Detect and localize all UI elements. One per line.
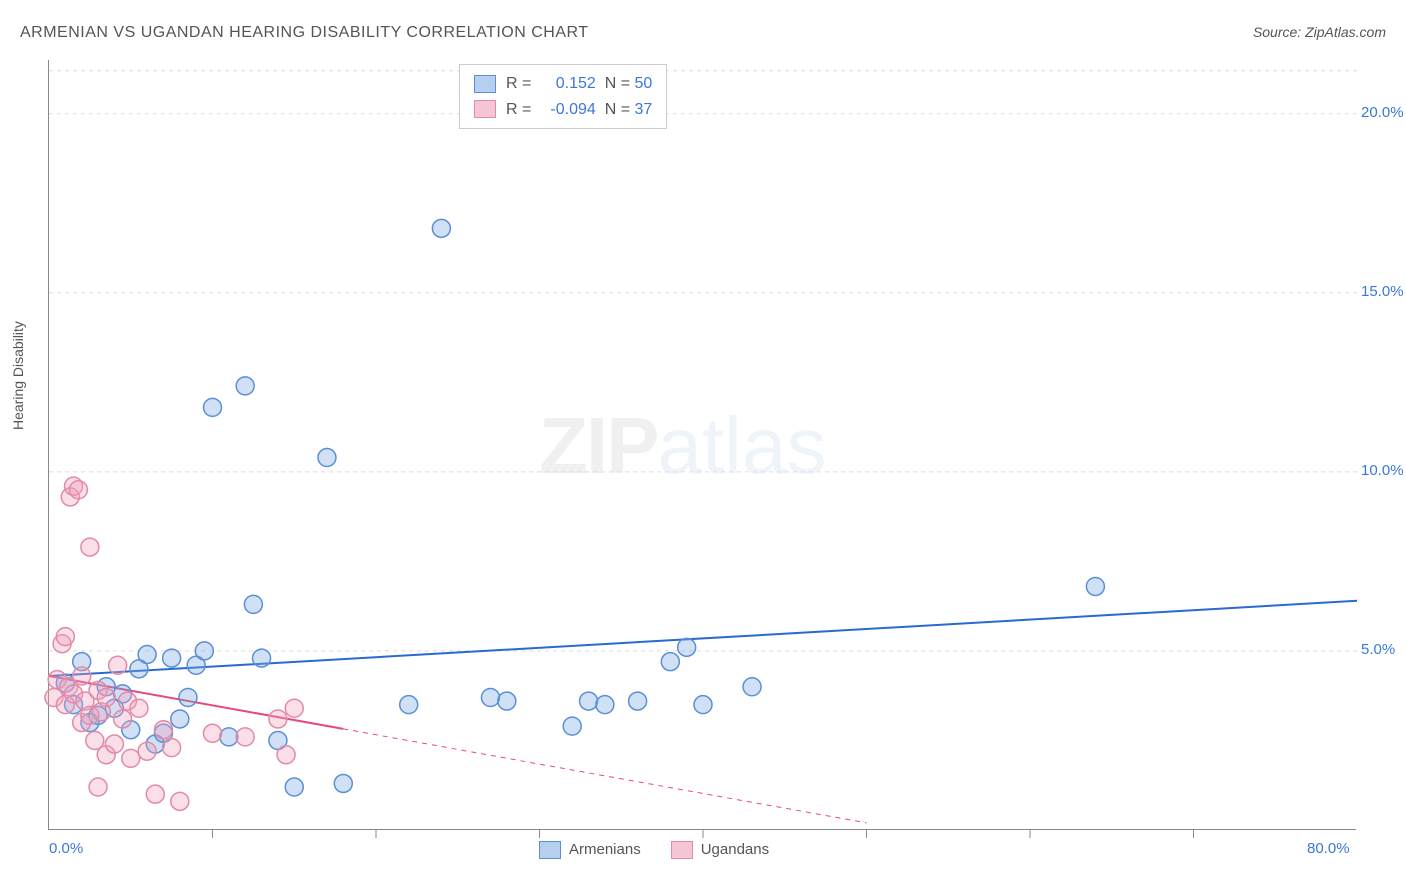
legend-swatch bbox=[474, 100, 496, 118]
r-label: R = -0.094 N = 37 bbox=[506, 97, 652, 123]
legend-swatch bbox=[474, 75, 496, 93]
chart-plot-area: ZIPatlas 5.0%10.0%15.0%20.0% 0.0%80.0% R… bbox=[48, 60, 1356, 830]
y-tick-label: 10.0% bbox=[1361, 462, 1406, 479]
source-attribution: Source: ZipAtlas.com bbox=[1253, 24, 1386, 40]
series-legend-label: Armenians bbox=[569, 841, 641, 858]
y-tick-label: 5.0% bbox=[1361, 641, 1406, 658]
x-tick-label: 80.0% bbox=[1307, 840, 1350, 857]
y-tick-label: 15.0% bbox=[1361, 283, 1406, 300]
legend-swatch bbox=[539, 841, 561, 859]
chart-title: ARMENIAN VS UGANDAN HEARING DISABILITY C… bbox=[20, 24, 589, 42]
legend-swatch bbox=[671, 841, 693, 859]
series-legend: Armenians Ugandans bbox=[539, 841, 769, 859]
r-label: R = 0.152 N = 50 bbox=[506, 71, 652, 97]
correlation-legend: R = 0.152 N = 50R = -0.094 N = 37 bbox=[459, 64, 667, 129]
series-legend-item: Armenians bbox=[539, 841, 641, 859]
y-axis-label: Hearing Disability bbox=[10, 321, 26, 430]
x-tick-label: 0.0% bbox=[49, 840, 83, 857]
y-tick-label: 20.0% bbox=[1361, 104, 1406, 121]
series-legend-item: Ugandans bbox=[671, 841, 769, 859]
r-legend-row: R = 0.152 N = 50 bbox=[474, 71, 652, 97]
scatter-svg bbox=[49, 60, 1356, 829]
series-legend-label: Ugandans bbox=[701, 841, 769, 858]
r-legend-row: R = -0.094 N = 37 bbox=[474, 97, 652, 123]
